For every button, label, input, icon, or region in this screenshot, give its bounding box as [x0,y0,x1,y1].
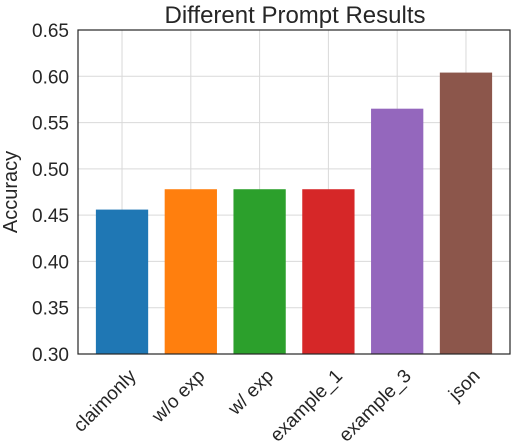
bar [95,209,149,354]
bar [164,189,217,354]
bar [439,72,493,354]
y-tick-label: 0.30 [32,345,69,366]
x-tick-label: w/o exp [148,366,210,428]
bars [95,72,493,354]
x-tick-label: claimonly [70,365,141,436]
y-tick-label: 0.65 [32,21,69,42]
y-tick-label: 0.55 [32,114,69,135]
x-tick-label: w/ exp [224,366,278,420]
y-axis-label: Accuracy [0,151,22,233]
bar [233,189,286,354]
y-tick-label: 0.50 [32,160,69,181]
bar [302,189,355,354]
y-tick-label: 0.35 [32,299,69,320]
plot-frame [77,29,511,355]
y-tick-labels: 0.30 0.35 0.40 0.45 0.50 0.55 0.60 0.65 [32,21,69,366]
x-tick-label: json [444,366,484,406]
chart-title: Different Prompt Results [165,2,426,29]
y-tick-label: 0.40 [32,252,69,273]
bar [371,108,424,354]
y-tick-label: 0.60 [32,67,69,88]
y-tick-label: 0.45 [32,206,69,227]
x-tick-label: example_1 [266,366,347,446]
x-tick-labels: claimonly w/o exp w/ expexample_1example_3… [70,365,485,446]
x-tick-label: example_3 [335,366,416,446]
